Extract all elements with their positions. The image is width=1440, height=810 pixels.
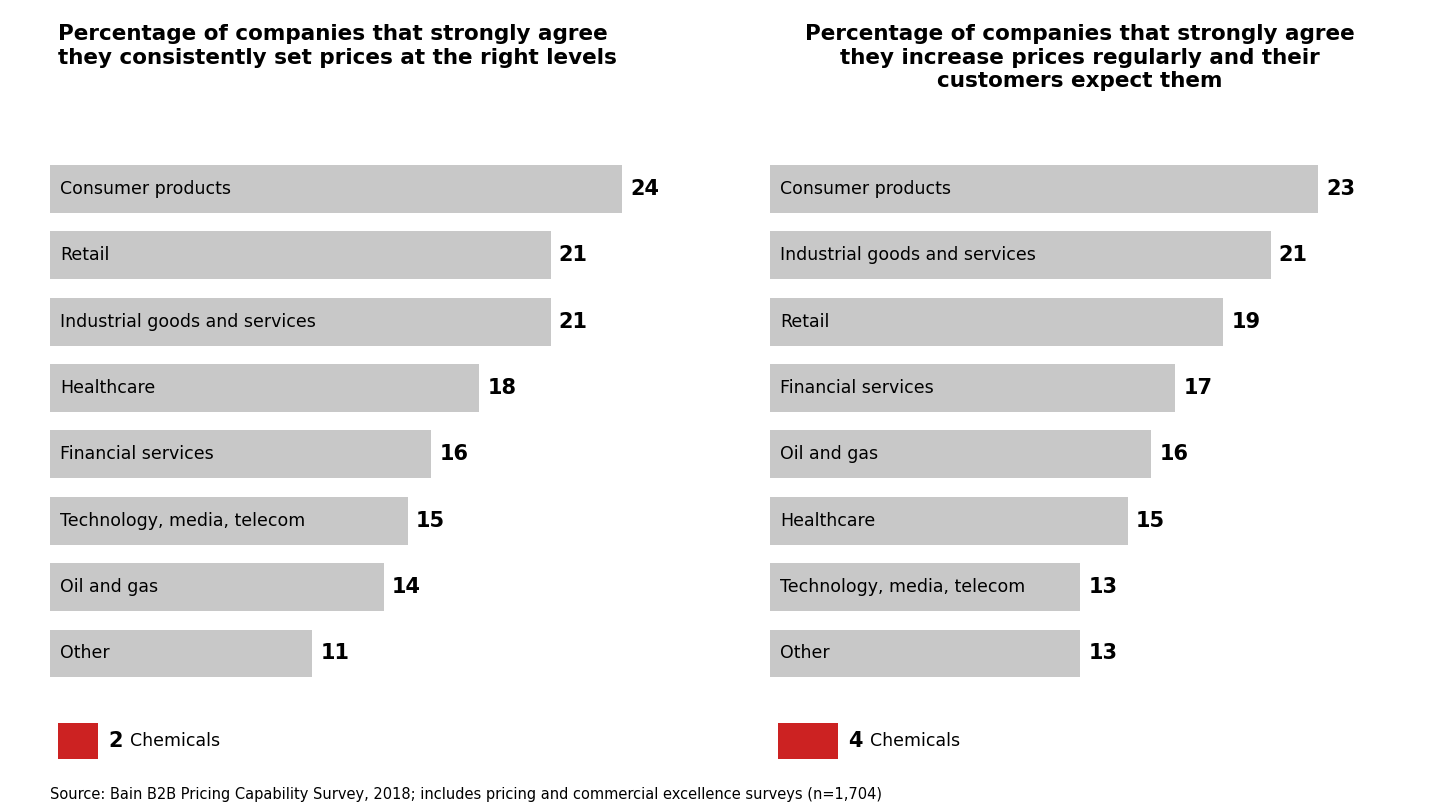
Text: Healthcare: Healthcare bbox=[60, 379, 156, 397]
Text: Industrial goods and services: Industrial goods and services bbox=[60, 313, 315, 330]
Text: 15: 15 bbox=[416, 511, 445, 531]
Text: Source: Bain B2B Pricing Capability Survey, 2018; includes pricing and commercia: Source: Bain B2B Pricing Capability Surv… bbox=[50, 787, 883, 802]
Bar bbox=[50, 165, 622, 213]
Bar bbox=[50, 430, 432, 478]
Text: Percentage of companies that strongly agree
they increase prices regularly and t: Percentage of companies that strongly ag… bbox=[805, 24, 1355, 91]
Text: Industrial goods and services: Industrial goods and services bbox=[780, 246, 1035, 264]
Bar bbox=[770, 563, 1080, 611]
Text: Retail: Retail bbox=[780, 313, 829, 330]
Text: Other: Other bbox=[60, 645, 109, 663]
Bar bbox=[50, 298, 550, 346]
Text: 23: 23 bbox=[1326, 179, 1355, 199]
Bar bbox=[770, 165, 1318, 213]
Text: Chemicals: Chemicals bbox=[870, 732, 960, 750]
Text: Percentage of companies that strongly agree
they consistently set prices at the : Percentage of companies that strongly ag… bbox=[58, 24, 616, 67]
Text: 2: 2 bbox=[108, 731, 122, 751]
Text: Consumer products: Consumer products bbox=[60, 180, 230, 198]
Text: 16: 16 bbox=[1159, 445, 1189, 464]
Text: Financial services: Financial services bbox=[780, 379, 933, 397]
Text: 17: 17 bbox=[1184, 378, 1212, 398]
Bar bbox=[770, 232, 1270, 279]
Text: Chemicals: Chemicals bbox=[130, 732, 220, 750]
Text: 21: 21 bbox=[559, 312, 588, 331]
Text: Technology, media, telecom: Technology, media, telecom bbox=[780, 578, 1025, 596]
Bar bbox=[50, 364, 480, 412]
Bar bbox=[50, 232, 550, 279]
Text: 19: 19 bbox=[1231, 312, 1260, 331]
Bar bbox=[50, 563, 384, 611]
Text: Other: Other bbox=[780, 645, 829, 663]
Bar bbox=[770, 629, 1080, 677]
Bar bbox=[770, 430, 1152, 478]
Text: 24: 24 bbox=[631, 179, 660, 199]
Bar bbox=[50, 497, 408, 544]
Text: Financial services: Financial services bbox=[60, 446, 213, 463]
Text: Technology, media, telecom: Technology, media, telecom bbox=[60, 512, 305, 530]
Text: 21: 21 bbox=[559, 245, 588, 266]
Text: 18: 18 bbox=[487, 378, 517, 398]
Text: 16: 16 bbox=[439, 445, 469, 464]
Text: 21: 21 bbox=[1279, 245, 1308, 266]
Text: Consumer products: Consumer products bbox=[780, 180, 950, 198]
Text: Oil and gas: Oil and gas bbox=[780, 446, 878, 463]
Text: 11: 11 bbox=[321, 643, 350, 663]
Text: 13: 13 bbox=[1089, 577, 1117, 597]
Text: Oil and gas: Oil and gas bbox=[60, 578, 158, 596]
Bar bbox=[770, 364, 1175, 412]
Bar bbox=[770, 298, 1223, 346]
Bar bbox=[770, 497, 1128, 544]
Text: 13: 13 bbox=[1089, 643, 1117, 663]
Text: 14: 14 bbox=[392, 577, 420, 597]
Text: Retail: Retail bbox=[60, 246, 109, 264]
Bar bbox=[50, 629, 312, 677]
Text: Healthcare: Healthcare bbox=[780, 512, 876, 530]
Text: 4: 4 bbox=[848, 731, 863, 751]
Text: 15: 15 bbox=[1136, 511, 1165, 531]
